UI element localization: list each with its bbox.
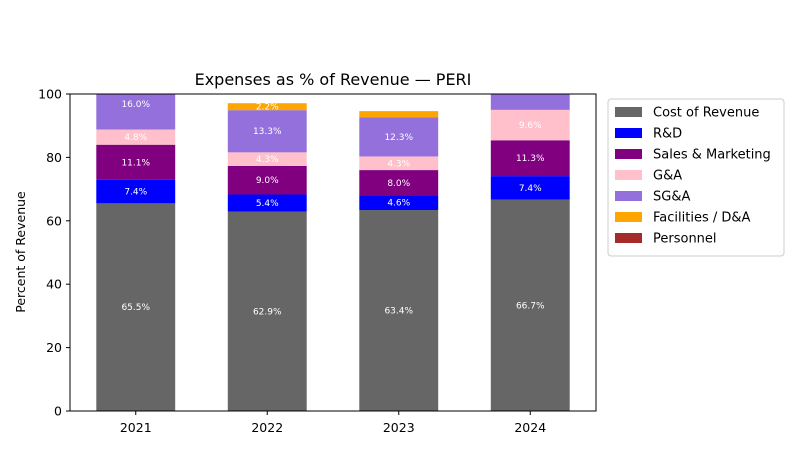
bar-data-label: 16.0% [121, 100, 150, 110]
legend: Cost of Revenue R&D Sales & Marketing G&A SG… [607, 98, 785, 257]
bar-segment [490, 140, 570, 177]
bar-segment [359, 210, 439, 411]
y-tick-label: 100 [38, 87, 62, 102]
bar-data-label: 11.3% [516, 154, 545, 164]
bar-data-label: 9.6% [519, 121, 542, 131]
bar-data-label: 9.0% [256, 176, 279, 186]
x-tick-label: 2023 [383, 420, 415, 435]
bar-segment [96, 179, 176, 204]
legend-swatch [615, 212, 642, 222]
bar-data-label: 13.3% [253, 127, 282, 137]
bar-segment [96, 129, 176, 145]
legend-entry: R&D [653, 127, 682, 142]
bar-data-label: 11.1% [121, 158, 150, 168]
bar-segment [359, 156, 439, 171]
legend-box [607, 98, 785, 257]
bar-data-label: 66.7% [516, 301, 545, 311]
bar-segment [359, 195, 439, 211]
bar-segment [227, 165, 307, 195]
x-tick-label: 2024 [514, 420, 546, 435]
legend-entry: G&A [653, 169, 682, 184]
bar-segment [227, 110, 307, 153]
y-tick-label: 40 [46, 277, 62, 292]
bar-segment [490, 176, 570, 200]
bar-data-label: 7.4% [519, 184, 542, 194]
bar-data-label: 4.8% [124, 133, 147, 143]
bar-segment [359, 117, 439, 157]
legend-swatch [615, 191, 642, 201]
bar-segment [359, 111, 439, 118]
bar-data-label: 4.3% [256, 155, 279, 165]
bar-data-label: 12.3% [384, 133, 413, 143]
legend-swatch [615, 149, 642, 159]
legend-swatch [615, 170, 642, 180]
bar-data-label: 2.2% [256, 103, 279, 113]
bar-segment [96, 94, 176, 130]
bar-segment [96, 203, 176, 411]
x-tick-label: 2021 [120, 420, 152, 435]
bar-segment [490, 94, 570, 110]
y-tick-label: 20 [46, 340, 62, 355]
bar-segment [490, 109, 570, 141]
bar-data-label: 4.3% [387, 159, 410, 169]
legend-entry: SG&A [653, 190, 690, 205]
legend-entry: Cost of Revenue [653, 106, 759, 121]
legend-entry: Sales & Marketing [653, 148, 771, 163]
bar-segment [227, 103, 307, 111]
bars: 65.5% 7.4% 11.1% 4.8% 16.0% 62.9% 5.4% 9.0% 4.3%… [96, 94, 570, 411]
legend-entry: Facilities / D&A [653, 211, 751, 226]
y-axis-label: Percent of Revenue [13, 191, 28, 313]
y-tick-label: 0 [54, 404, 62, 419]
bar-segment [227, 194, 307, 212]
legend-swatch [615, 107, 642, 117]
bar-data-label: 4.6% [387, 199, 410, 209]
y-tick-label: 80 [46, 150, 62, 165]
bar-segment [227, 152, 307, 166]
x-tick-label: 2022 [251, 420, 283, 435]
plot-area: 65.5% 7.4% 11.1% 4.8% 16.0% 62.9% 5.4% 9.0% 4.3%… [38, 87, 597, 435]
bar-segment [227, 211, 307, 411]
bar-data-label: 62.9% [253, 307, 282, 317]
legend-swatch [615, 128, 642, 138]
bar-data-label: 63.4% [384, 307, 413, 317]
bar-data-label: 5.4% [256, 199, 279, 209]
y-tick-label: 60 [46, 213, 62, 228]
bar-data-label: 7.4% [124, 188, 147, 198]
bar-segment [96, 144, 176, 180]
bar-segment [490, 199, 570, 411]
bar-data-label: 65.5% [121, 303, 150, 313]
axes-frame [69, 93, 597, 412]
legend-swatch [615, 233, 642, 243]
bar-data-label: 8.0% [387, 179, 410, 189]
bar-segment [359, 170, 439, 196]
chart-title: Expenses as % of Revenue — PERI [195, 70, 472, 89]
legend-entry: Personnel [653, 232, 717, 247]
